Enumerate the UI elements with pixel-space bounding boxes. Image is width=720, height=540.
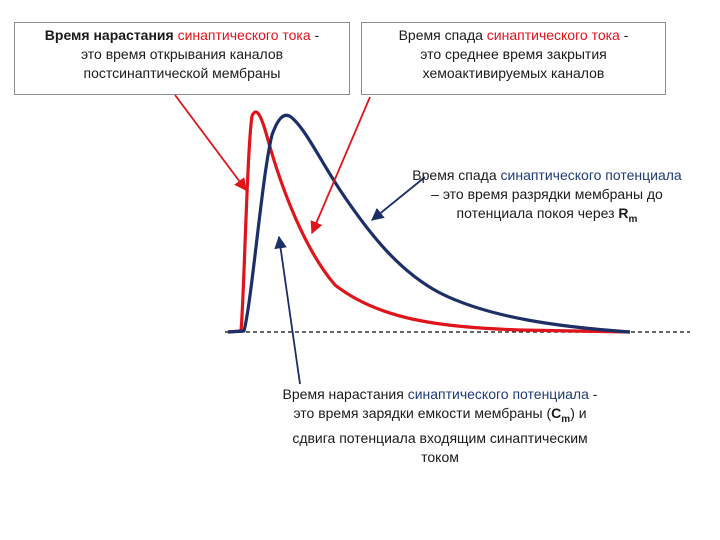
current-decay-title: Время спада синаптического тока - xyxy=(398,27,629,43)
potential-rise-line4: током xyxy=(421,448,459,465)
arrow-current-rise xyxy=(174,94,247,192)
current-rise-line2: это время открывания каналов xyxy=(80,46,284,62)
current-decay-label: Время спада синаптического тока - это ср… xyxy=(361,22,666,95)
current-decay-line3: хемоактивируемых каналов xyxy=(422,65,605,81)
synaptic-current-curve xyxy=(227,110,631,334)
arrow-potential-decay xyxy=(371,176,426,221)
potential-rise-line2: это время зарядки емкости мембраны (Cm) … xyxy=(293,405,587,425)
arrow-potential-rise xyxy=(274,235,301,385)
membrane-resistance-symbol: Rm xyxy=(618,205,638,225)
potential-rise-label: Время нарастания синаптического потенциа… xyxy=(240,385,640,467)
potential-decay-line3: потенциала покоя через Rm xyxy=(456,205,638,225)
synaptic-potential-curve xyxy=(227,113,631,334)
current-decay-line2: это среднее время закрытия xyxy=(420,46,607,62)
membrane-capacitance-symbol: Cm xyxy=(551,405,571,425)
potential-rise-line3: сдвига потенциала входящим синаптическим xyxy=(292,429,588,446)
current-rise-title: Время нарастания синаптического тока - xyxy=(44,27,320,43)
arrow-current-decay xyxy=(310,96,371,235)
potential-decay-label: Время спада синаптического потенциала – … xyxy=(380,166,714,229)
current-rise-label: Время нарастания синаптического тока - э… xyxy=(14,22,350,95)
current-rise-line3: постсинаптической мембраны xyxy=(83,65,281,81)
potential-decay-line2: – это время разрядки мембраны до xyxy=(431,186,663,202)
potential-rise-title: Время нарастания синаптического потенциа… xyxy=(282,386,598,402)
potential-decay-title: Время спада синаптического потенциала xyxy=(412,167,682,183)
